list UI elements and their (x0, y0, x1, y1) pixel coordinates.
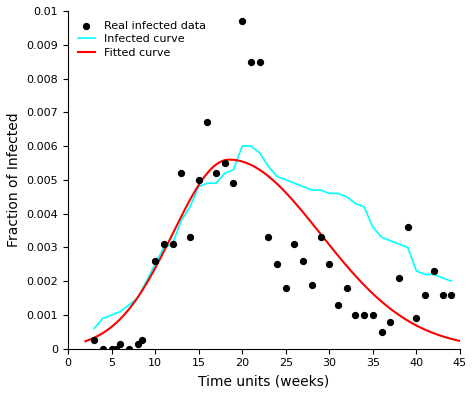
Real infected data (264, 234, 272, 241)
Infected curve (204, 181, 210, 186)
Infected curve (440, 275, 446, 280)
X-axis label: Time units (weeks): Time units (weeks) (198, 374, 329, 388)
Fitted curve (232, 158, 237, 162)
Infected curve (422, 272, 428, 277)
Infected curve (187, 205, 193, 209)
Infected curve (152, 262, 158, 267)
Infected curve (344, 194, 350, 199)
Legend: Real infected data, Infected curve, Fitted curve: Real infected data, Infected curve, Fitt… (73, 17, 210, 62)
Infected curve (257, 150, 263, 155)
Infected curve (109, 312, 114, 317)
Infected curve (196, 184, 201, 189)
Infected curve (135, 296, 140, 301)
Infected curve (318, 188, 323, 192)
Infected curve (396, 242, 402, 246)
Infected curve (309, 188, 315, 192)
Infected curve (91, 326, 97, 331)
Real infected data (334, 302, 342, 308)
Real infected data (273, 261, 281, 267)
Infected curve (379, 235, 384, 240)
Real infected data (117, 340, 124, 347)
Real infected data (439, 292, 447, 298)
Infected curve (118, 309, 123, 314)
Real infected data (421, 292, 429, 298)
Infected curve (335, 191, 341, 196)
Real infected data (247, 58, 255, 65)
Real infected data (195, 177, 202, 183)
Infected curve (361, 205, 367, 209)
Fitted curve (82, 339, 88, 344)
Real infected data (99, 346, 107, 352)
Real infected data (134, 341, 141, 348)
Real infected data (203, 119, 211, 126)
Infected curve (161, 245, 167, 250)
Real infected data (160, 241, 168, 247)
Real infected data (308, 281, 316, 288)
Real infected data (369, 312, 377, 318)
Real infected data (343, 285, 351, 291)
Real infected data (212, 170, 220, 176)
Infected curve (248, 144, 254, 149)
Real infected data (378, 329, 385, 335)
Real infected data (404, 224, 411, 230)
Real infected data (238, 18, 246, 24)
Real infected data (177, 170, 185, 176)
Real infected data (430, 268, 438, 274)
Infected curve (144, 279, 149, 284)
Real infected data (125, 346, 133, 352)
Infected curve (274, 174, 280, 179)
Infected curve (239, 144, 245, 149)
Y-axis label: Fraction of Infected: Fraction of Infected (7, 113, 21, 247)
Real infected data (221, 160, 228, 166)
Infected curve (231, 167, 237, 172)
Infected curve (178, 218, 184, 223)
Infected curve (448, 279, 454, 284)
Infected curve (414, 269, 419, 273)
Real infected data (300, 258, 307, 264)
Real infected data (138, 337, 146, 344)
Real infected data (108, 346, 115, 352)
Real infected data (413, 315, 420, 322)
Infected curve (222, 171, 228, 175)
Real infected data (91, 337, 98, 344)
Real infected data (395, 275, 403, 281)
Real infected data (360, 312, 368, 318)
Real infected data (291, 241, 298, 247)
Fitted curve (354, 275, 360, 280)
Infected curve (126, 303, 132, 307)
Infected curve (265, 164, 271, 169)
Line: Infected curve: Infected curve (94, 146, 451, 329)
Fitted curve (457, 339, 463, 343)
Infected curve (405, 245, 410, 250)
Fitted curve (319, 233, 325, 238)
Fitted curve (205, 171, 210, 175)
Real infected data (151, 258, 159, 264)
Infected curve (292, 181, 297, 186)
Real infected data (282, 285, 290, 291)
Infected curve (353, 201, 358, 206)
Real infected data (230, 180, 237, 186)
Real infected data (326, 261, 333, 267)
Real infected data (169, 241, 176, 247)
Real infected data (352, 312, 359, 318)
Real infected data (386, 319, 394, 325)
Infected curve (170, 242, 175, 246)
Infected curve (387, 238, 393, 243)
Infected curve (370, 225, 376, 229)
Infected curve (100, 316, 106, 321)
Infected curve (431, 272, 437, 277)
Real infected data (112, 346, 119, 352)
Infected curve (301, 184, 306, 189)
Infected curve (283, 177, 289, 182)
Real infected data (256, 58, 264, 65)
Line: Fitted curve: Fitted curve (85, 160, 460, 341)
Fitted curve (356, 277, 362, 282)
Fitted curve (226, 157, 232, 162)
Real infected data (447, 292, 455, 298)
Fitted curve (128, 305, 133, 310)
Infected curve (213, 181, 219, 186)
Real infected data (317, 234, 324, 241)
Real infected data (186, 234, 194, 241)
Infected curve (327, 191, 332, 196)
